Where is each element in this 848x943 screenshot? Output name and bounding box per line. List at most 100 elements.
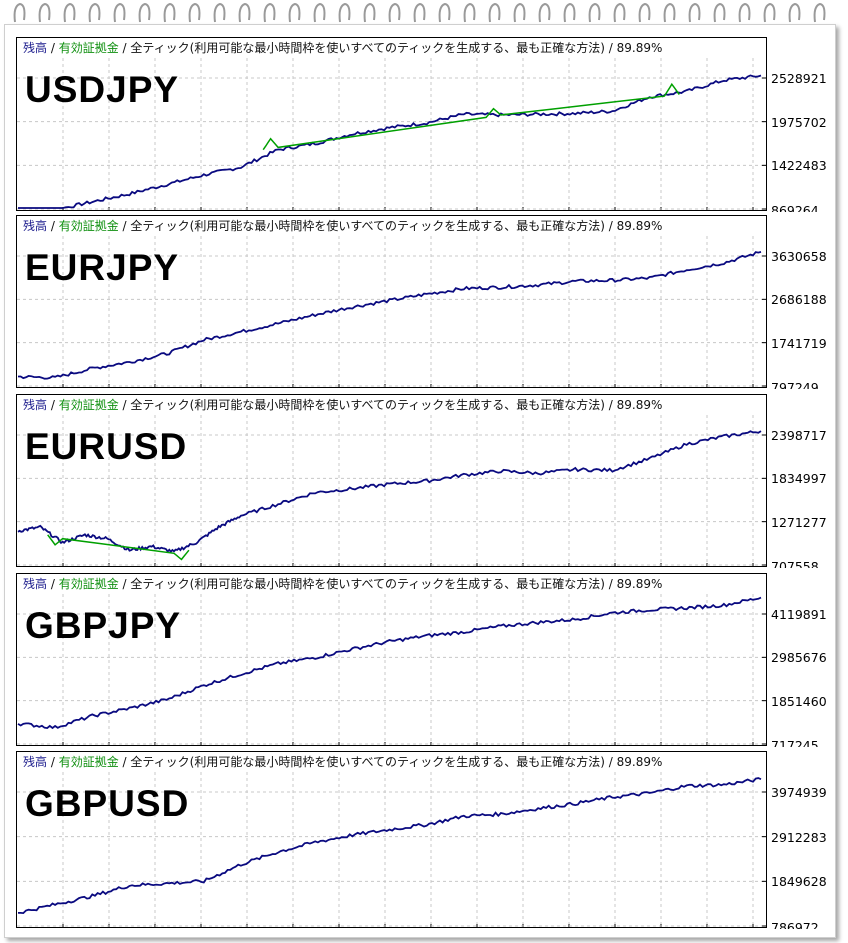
pair-title: EURUSD <box>25 426 188 467</box>
balance-series-line <box>17 430 762 554</box>
spiral-ring <box>138 2 151 23</box>
equity-label: 有効証拠金 <box>58 219 119 233</box>
modeling-quality: 89.89% <box>616 219 663 233</box>
y-tick-label: 786972 <box>771 920 819 929</box>
spiral-ring <box>438 2 451 23</box>
spiral-ring <box>563 2 576 23</box>
spiral-ring <box>763 2 776 23</box>
chart-header: 残高 / 有効証拠金 / 全ティック(利用可能な最小時間枠を使いすべてのティック… <box>23 755 663 769</box>
modeling-quality: 89.89% <box>616 41 663 55</box>
y-tick-label: 1851460 <box>771 693 827 709</box>
spiral-ring <box>413 2 426 23</box>
chart-panel: 残高 / 有効証拠金 / 全ティック(利用可能な最小時間枠を使いすべてのティック… <box>16 573 827 747</box>
equity-series-line <box>262 82 680 151</box>
spiral-ring <box>388 2 401 23</box>
balance-series-line <box>17 596 762 730</box>
y-tick-label: 2528921 <box>771 71 827 86</box>
equity-label: 有効証拠金 <box>58 755 119 769</box>
notebook-spiral-binding <box>13 2 826 23</box>
spiral-ring <box>113 2 126 23</box>
spiral-ring <box>313 2 326 23</box>
y-tick-label: 2985676 <box>771 650 827 666</box>
balance-series-line <box>18 777 762 915</box>
y-tick-label: 1741719 <box>771 335 827 351</box>
modeling-quality: 89.89% <box>616 577 663 591</box>
balance-label: 残高 <box>23 219 48 233</box>
y-tick-label: 1975702 <box>771 114 827 130</box>
equity-label: 有効証拠金 <box>58 577 119 591</box>
test-mode-text: 全ティック(利用可能な最小時間枠を使いすべてのティックを生成する、最も正確な方法… <box>130 577 605 591</box>
chart-panel: 残高 / 有効証拠金 / 全ティック(利用可能な最小時間枠を使いすべてのティック… <box>16 751 827 929</box>
spiral-ring <box>788 2 801 23</box>
spiral-ring <box>288 2 301 23</box>
chart-plot-area <box>17 772 766 927</box>
spiral-ring <box>713 2 726 23</box>
spiral-ring <box>213 2 226 23</box>
chart-header: 残高 / 有効証拠金 / 全ティック(利用可能な最小時間枠を使いすべてのティック… <box>23 398 663 412</box>
spiral-ring <box>338 2 351 23</box>
y-tick-label: 1422483 <box>771 158 827 174</box>
spiral-ring <box>13 2 26 23</box>
spiral-ring <box>263 2 276 23</box>
y-tick-label: 1271277 <box>771 514 827 530</box>
chart-plot-area <box>17 415 766 566</box>
equity-label: 有効証拠金 <box>58 398 119 412</box>
test-mode-text: 全ティック(利用可能な最小時間枠を使いすべてのティックを生成する、最も正確な方法… <box>130 219 605 233</box>
pair-title: GBPJPY <box>25 605 182 646</box>
test-mode-text: 全ティック(利用可能な最小時間枠を使いすべてのティックを生成する、最も正確な方法… <box>130 755 605 769</box>
modeling-quality: 89.89% <box>616 755 663 769</box>
balance-series-line <box>18 251 762 380</box>
chart-panel: 残高 / 有効証拠金 / 全ティック(利用可能な最小時間枠を使いすべてのティック… <box>16 37 827 212</box>
y-tick-label: 2686188 <box>771 292 827 308</box>
chart-header: 残高 / 有効証拠金 / 全ティック(利用可能な最小時間枠を使いすべてのティック… <box>23 41 663 55</box>
y-tick-label: 2912283 <box>771 829 827 845</box>
test-mode-text: 全ティック(利用可能な最小時間枠を使いすべてのティックを生成する、最も正確な方法… <box>130 41 605 55</box>
spiral-ring <box>538 2 551 23</box>
spiral-ring <box>613 2 626 23</box>
spiral-ring <box>63 2 76 23</box>
spiral-ring <box>588 2 601 23</box>
chart-panel: 残高 / 有効証拠金 / 全ティック(利用可能な最小時間枠を使いすべてのティック… <box>16 394 827 568</box>
test-mode-text: 全ティック(利用可能な最小時間枠を使いすべてのティックを生成する、最も正確な方法… <box>130 398 605 412</box>
balance-label: 残高 <box>23 398 48 412</box>
y-tick-label: 717245 <box>771 738 819 747</box>
spiral-ring <box>688 2 701 23</box>
y-tick-label: 797249 <box>771 380 819 389</box>
chart-plot-area <box>17 236 766 387</box>
balance-label: 残高 <box>23 755 48 769</box>
spiral-ring <box>488 2 501 23</box>
equity-label: 有効証拠金 <box>58 41 119 55</box>
spiral-ring <box>363 2 376 23</box>
spiral-ring <box>38 2 51 23</box>
spiral-ring <box>188 2 201 23</box>
pair-title: EURJPY <box>25 247 180 288</box>
y-tick-label: 1834997 <box>771 471 827 487</box>
y-tick-label: 3630658 <box>771 249 827 264</box>
y-tick-label: 869264 <box>771 203 819 212</box>
y-tick-label: 1849628 <box>771 874 827 890</box>
spiral-ring <box>738 2 751 23</box>
spiral-ring <box>238 2 251 23</box>
y-tick-label: 4119891 <box>771 607 827 622</box>
spiral-ring <box>88 2 101 23</box>
pair-title: GBPUSD <box>25 783 190 824</box>
pair-title: USDJPY <box>25 69 180 110</box>
chart-header: 残高 / 有効証拠金 / 全ティック(利用可能な最小時間枠を使いすべてのティック… <box>23 219 663 233</box>
equity-series-line <box>47 534 190 561</box>
chart-plot-area <box>17 594 766 745</box>
spiral-ring <box>463 2 476 23</box>
spiral-ring <box>813 2 826 23</box>
y-tick-label: 707558 <box>771 559 819 568</box>
balance-series-line <box>18 74 762 209</box>
balance-label: 残高 <box>23 577 48 591</box>
chart-header: 残高 / 有効証拠金 / 全ティック(利用可能な最小時間枠を使いすべてのティック… <box>23 577 663 591</box>
spiral-ring <box>163 2 176 23</box>
chart-plot-area <box>17 58 766 210</box>
y-tick-label: 2398717 <box>771 428 827 443</box>
modeling-quality: 89.89% <box>616 398 663 412</box>
chart-panel: 残高 / 有効証拠金 / 全ティック(利用可能な最小時間枠を使いすべてのティック… <box>16 215 827 389</box>
spiral-ring <box>663 2 676 23</box>
spiral-ring <box>638 2 651 23</box>
balance-label: 残高 <box>23 41 48 55</box>
y-tick-label: 3974939 <box>771 785 827 800</box>
